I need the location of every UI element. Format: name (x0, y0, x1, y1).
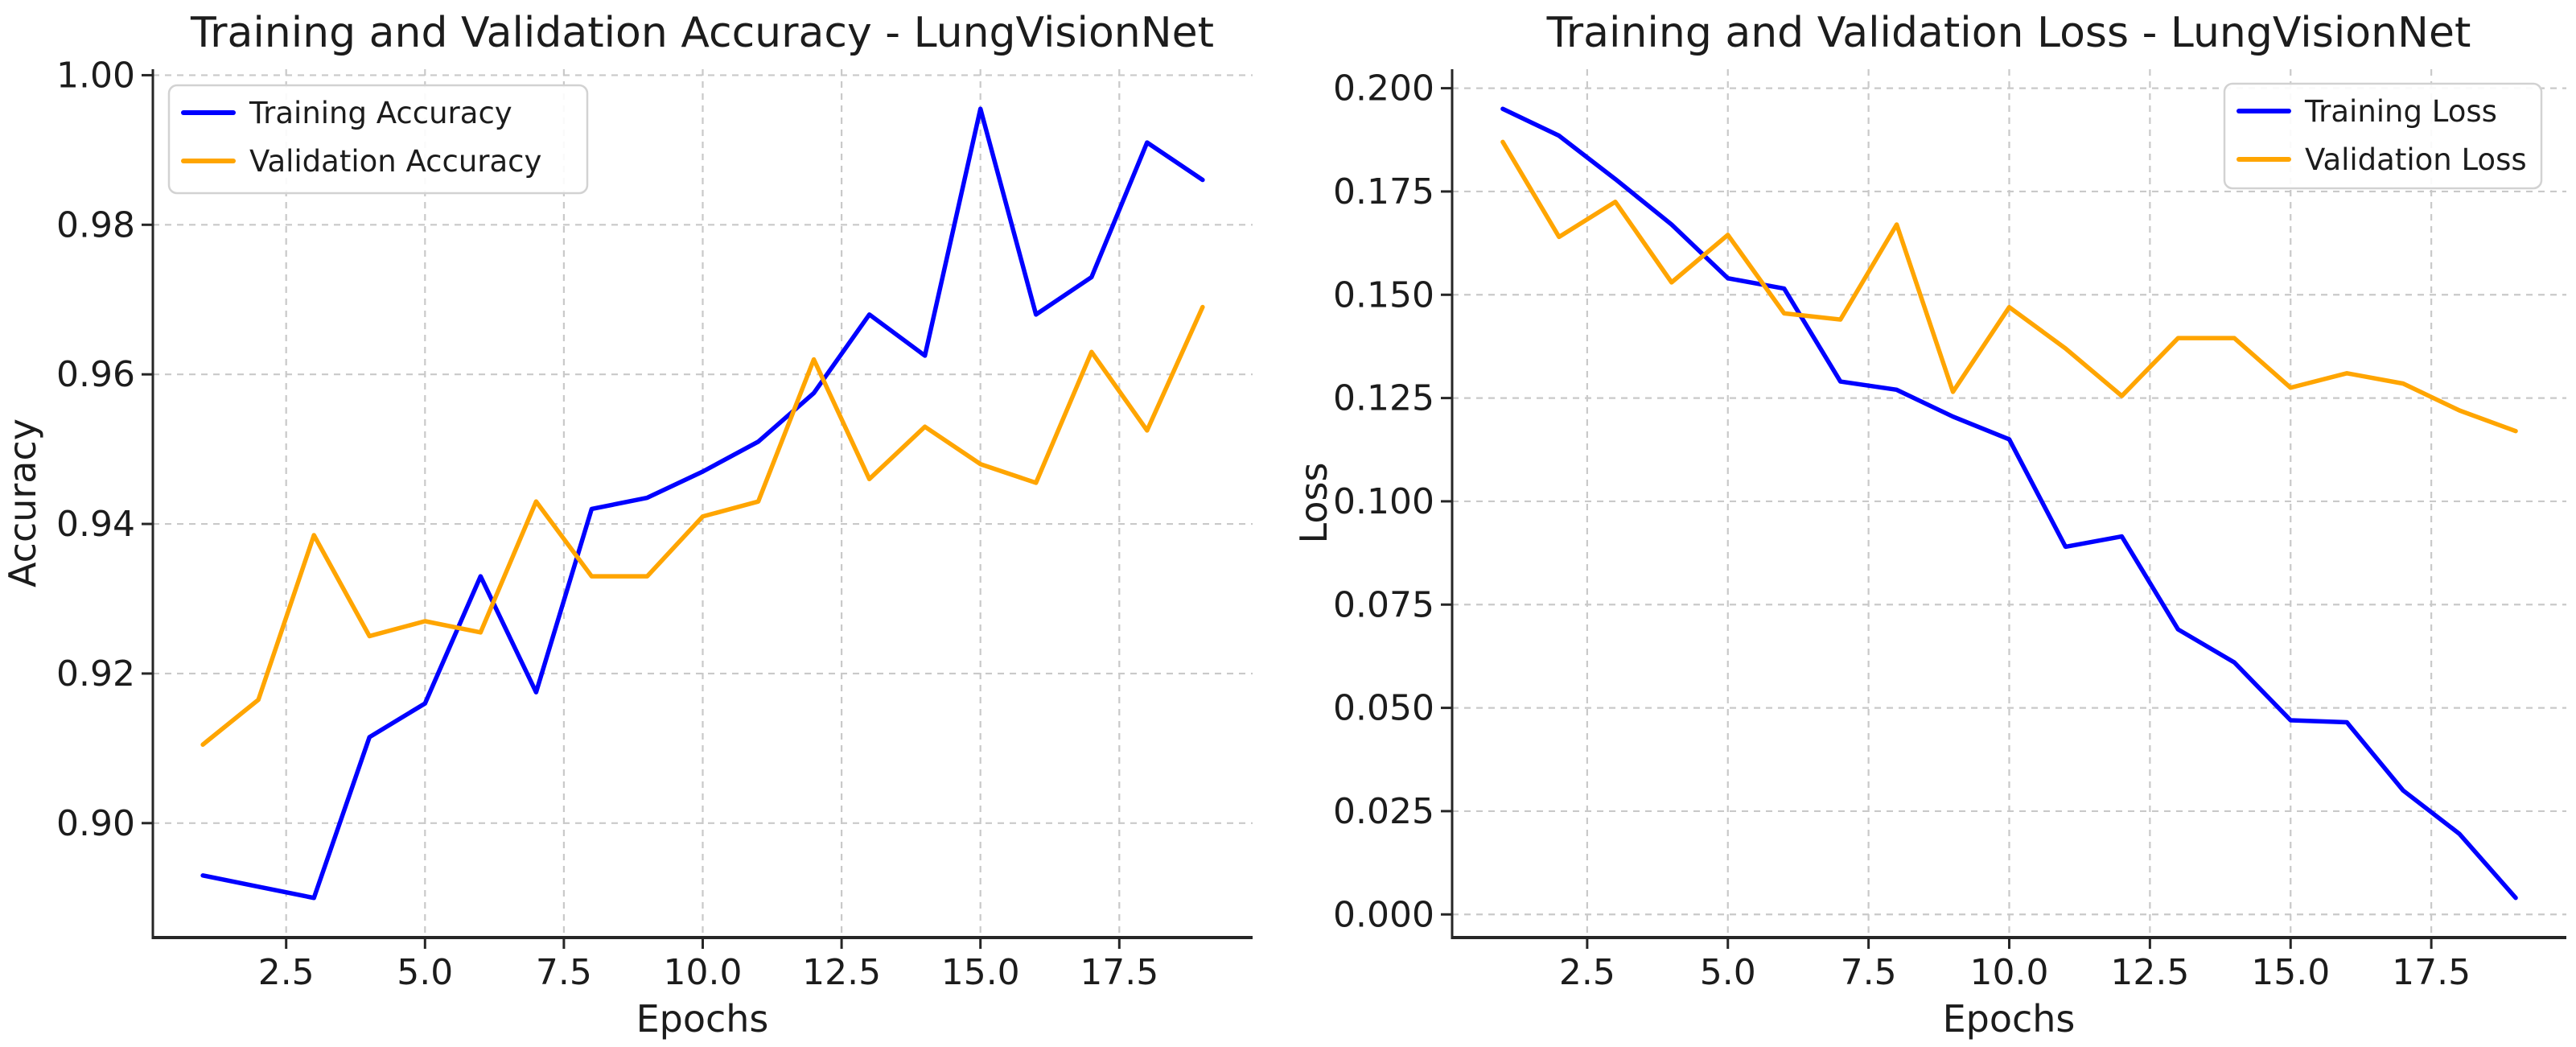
x-tick-label: 2.5 (258, 952, 315, 993)
x-tick-label: 5.0 (397, 952, 453, 993)
x-tick-label: 17.5 (1080, 952, 1158, 993)
y-tick-label: 0.075 (1333, 584, 1434, 625)
x-tick-label: 12.5 (802, 952, 881, 993)
x-tick-label: 15.0 (941, 952, 1020, 993)
legend: Training Accuracy Validation Accuracy (167, 84, 589, 195)
y-tick-label: 0.150 (1333, 274, 1434, 315)
x-tick-label: 12.5 (2110, 952, 2189, 993)
y-tick-label: 0.90 (56, 803, 135, 844)
y-tick-label: 0.025 (1333, 791, 1434, 832)
loss-chart-canvas: Training and Validation Loss - LungVisio… (1292, 9, 2566, 1041)
axis-ticks: 2.5 5.0 7.5 10.0 12.5 15.0 17.5 0.000 0.025 0.050… (1333, 68, 2471, 993)
accuracy-chart-canvas: Training and Validation Accuracy - LungV… (1, 9, 1253, 1041)
y-tick-label: 1.00 (56, 55, 135, 96)
series-line-validation-loss (1500, 139, 2518, 434)
legend-item-label: Validation Accuracy (249, 144, 541, 179)
loss-yaxis-label: Loss (1292, 463, 1335, 544)
x-tick-label: 5.0 (1700, 952, 1756, 993)
x-tick-label: 2.5 (1559, 952, 1615, 993)
loss-xaxis-label: Epochs (1943, 997, 2076, 1041)
legend-item-label: Training Accuracy (249, 96, 512, 130)
loss-chart-title: Training and Validation Loss - LungVisio… (1546, 9, 2471, 57)
legend: Training Loss Validation Loss (2223, 82, 2543, 190)
x-tick-label: 7.5 (1841, 952, 1897, 993)
legend-box (2223, 82, 2543, 190)
x-tick-label: 17.5 (2392, 952, 2471, 993)
x-tick-label: 7.5 (536, 952, 592, 993)
loss-plot-area: 2.5 5.0 7.5 10.0 12.5 15.0 17.5 0.000 0.025 0.050… (1333, 68, 2566, 993)
x-tick-label: 10.0 (1970, 952, 2049, 993)
y-tick-label: 0.050 (1333, 688, 1434, 729)
y-tick-label: 0.100 (1333, 481, 1434, 522)
loss-chart: Training and Validation Loss - LungVisio… (1288, 0, 2576, 1047)
x-tick-label: 10.0 (664, 952, 743, 993)
y-tick-label: 0.92 (56, 653, 135, 695)
legend-item-label: Training Loss (2304, 94, 2497, 129)
series-line-validation-accuracy (200, 304, 1205, 747)
y-tick-label: 0.175 (1333, 171, 1434, 212)
y-tick-label: 0.96 (56, 354, 135, 395)
accuracy-chart: Training and Validation Accuracy - LungV… (1, 9, 1253, 1041)
y-tick-label: 0.000 (1333, 894, 1434, 935)
y-tick-label: 0.94 (56, 504, 135, 545)
series-line-training-loss (1500, 106, 2518, 901)
legend-box (167, 84, 589, 195)
y-tick-label: 0.200 (1333, 68, 1434, 109)
y-tick-label: 0.125 (1333, 378, 1434, 419)
legend-item-label: Validation Loss (2305, 142, 2527, 177)
accuracy-xaxis-label: Epochs (636, 997, 769, 1041)
axis-ticks: 2.5 5.0 7.5 10.0 12.5 15.0 17.5 0.90 0.92 0.94 0.9… (56, 55, 1158, 993)
x-tick-label: 15.0 (2251, 952, 2330, 993)
y-tick-label: 0.98 (56, 204, 135, 245)
accuracy-plot-area: 2.5 5.0 7.5 10.0 12.5 15.0 17.5 0.90 0.92 0.94 0.9… (56, 55, 1253, 993)
accuracy-chart-title: Training and Validation Accuracy - LungV… (190, 9, 1214, 57)
grid (153, 69, 1253, 938)
grid (1452, 69, 2566, 938)
series-line-training-accuracy (200, 106, 1205, 901)
accuracy-yaxis-label: Accuracy (1, 418, 44, 587)
